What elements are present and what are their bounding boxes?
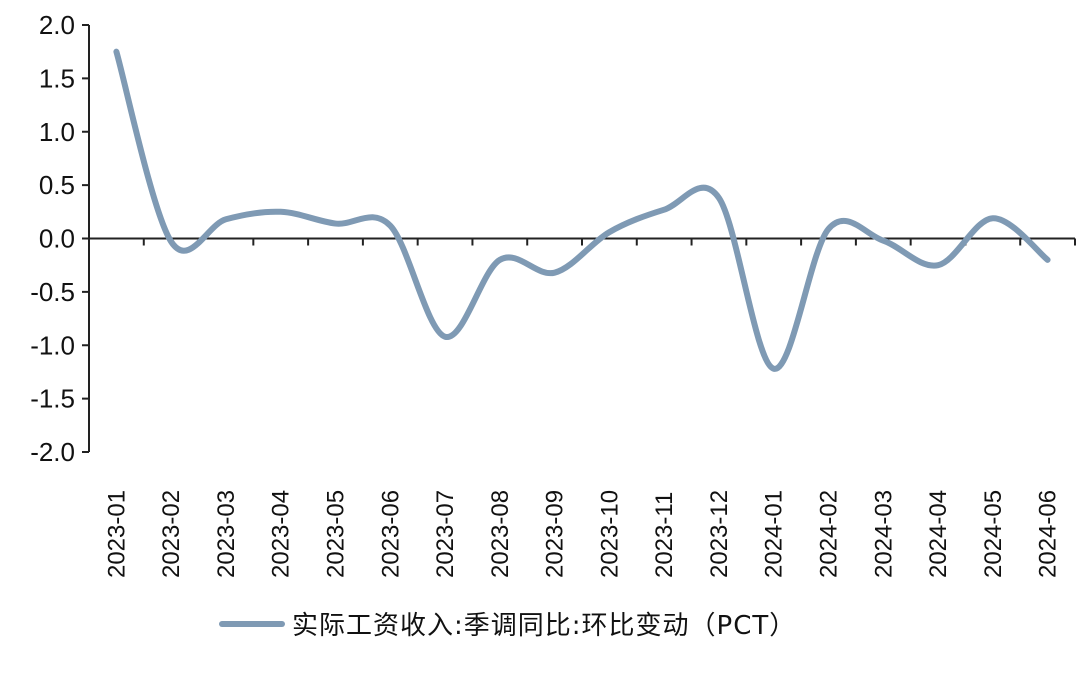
y-tick-label: 1.0 [39,117,75,147]
x-tick-label: 2023-11 [651,492,678,578]
x-tick-label: 2023-07 [432,490,459,578]
series-line [113,48,1051,372]
x-tick-label: 2024-04 [925,490,952,578]
y-tick-label: -1.0 [30,330,75,360]
y-tick-label: 1.5 [39,63,75,93]
x-tick-label: 2023-10 [596,490,623,578]
x-axis: 2023-01 2023-02 2023-03 2023-04 2023-05 2023-… [89,237,1076,578]
y-tick-label: -1.5 [30,384,75,414]
x-tick-label: 2023-04 [268,490,295,578]
x-tick-label: 2023-02 [158,490,185,578]
x-tick-label: 2023-03 [213,490,240,578]
x-tick-label: 2023-06 [377,490,404,578]
x-tick-label: 2023-08 [487,490,514,578]
legend: 实际工资收入:季调同比:环比变动（PCT） [219,611,796,641]
x-tick-label: 2024-01 [761,490,788,578]
legend-label: 实际工资收入:季调同比:环比变动（PCT） [292,611,796,641]
y-tick-label: 0.0 [39,224,75,254]
y-tick-label: -2.0 [30,437,75,467]
y-tick-label: -0.5 [30,277,75,307]
series-layer [113,48,1051,372]
y-tick-label: 0.5 [39,170,75,200]
y-tick-label: 2.0 [39,10,75,40]
x-tick-label: 2023-12 [706,490,733,578]
x-tick-label: 2024-05 [980,490,1007,578]
x-tick-label: 2023-01 [103,490,130,578]
x-tick-label: 2024-03 [870,490,897,578]
x-tick-label: 2024-06 [1035,490,1062,578]
y-axis: 2.0 1.5 1.0 0.5 0.0 -0.5 -1.0 -1.5 -2.0 [30,10,90,467]
x-tick-label: 2023-09 [542,490,569,578]
x-tick-label: 2023-05 [323,490,350,578]
x-tick-label: 2024-02 [816,490,843,578]
